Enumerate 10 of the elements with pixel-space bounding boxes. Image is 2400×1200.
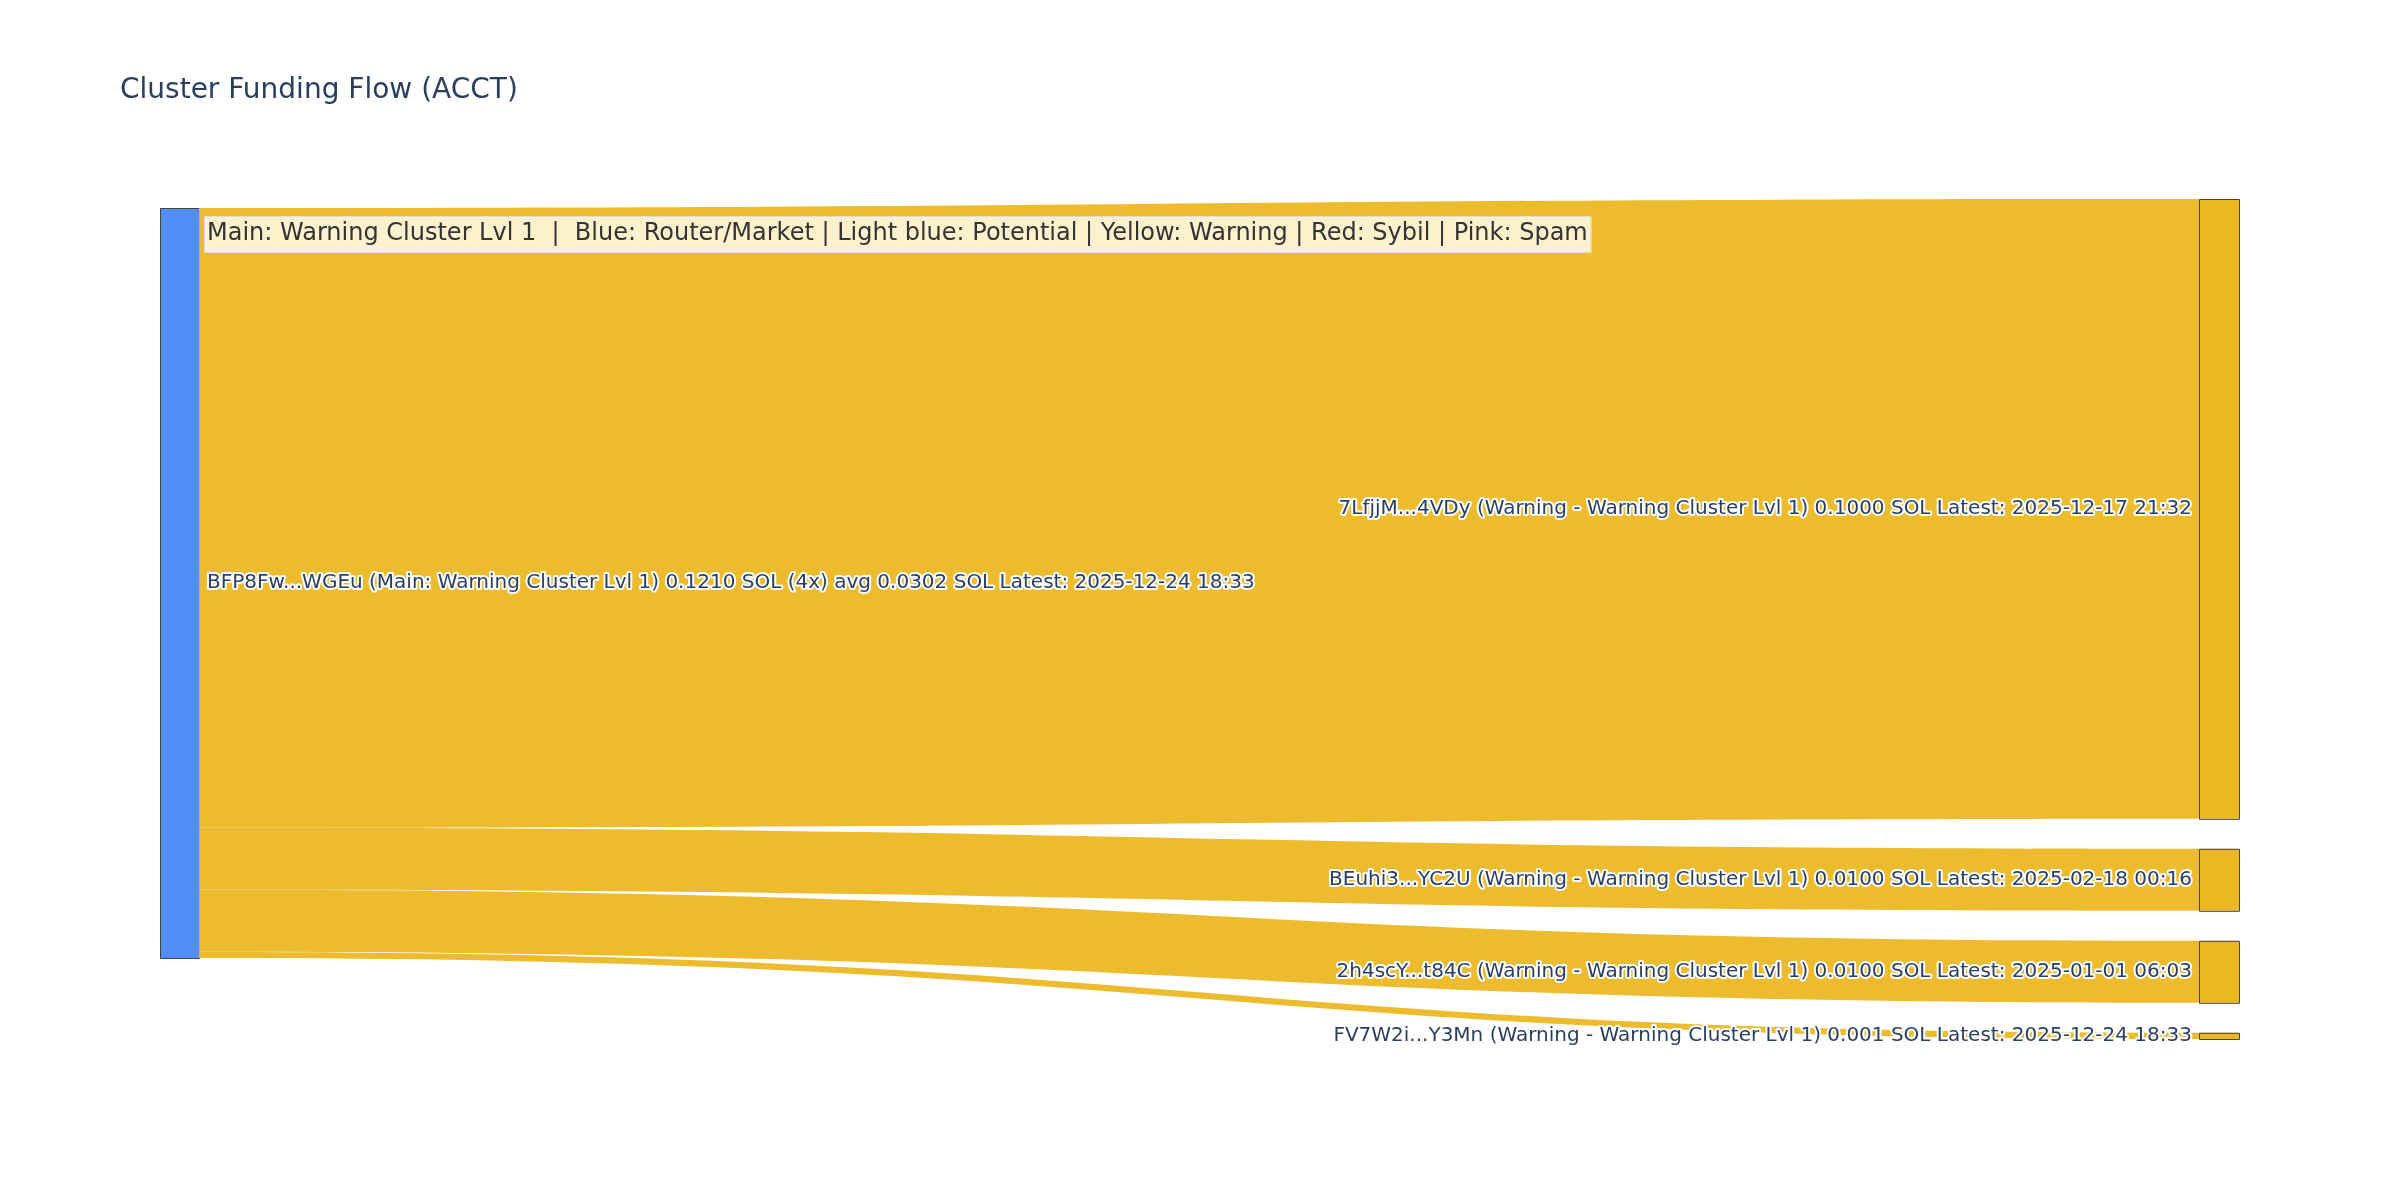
data-label: 0.1210 SOL (4x) avg 0.0302 SOL Latest: 2025-12-24 18:33 — [665, 569, 1255, 594]
data-label: 0.0100 SOL Latest: 2025-01-01 06:03 — [1814, 958, 2192, 983]
category-label: BFP8Fw...WGEu (Main: Warning Cluster Lvl 1) — [207, 569, 660, 594]
category-label: 7LfjjM...4VDy (Warning - Warning Cluster Lvl 1) — [1338, 495, 1809, 520]
category-label: 2h4scY...t84C (Warning - Warning Cluster Lvl 1) — [1336, 958, 1809, 983]
category-label: BEuhi3...YC2U (Warning - Warning Cluster Lvl 1) — [1329, 866, 1809, 891]
text: Main: Warning Cluster Lvl 1 | Blue: Router/Market | Light blue: Potential | Yellow: Warning | Red: Sybil | Pink: Spam — [207, 218, 1588, 247]
data-label: 0.1000 SOL Latest: 2025-12-17 21:32 — [1814, 495, 2192, 520]
data-label: 0.0100 SOL Latest: 2025-02-18 00:16 — [1814, 866, 2192, 891]
text: Cluster Funding Flow (ACCT) — [120, 72, 518, 106]
